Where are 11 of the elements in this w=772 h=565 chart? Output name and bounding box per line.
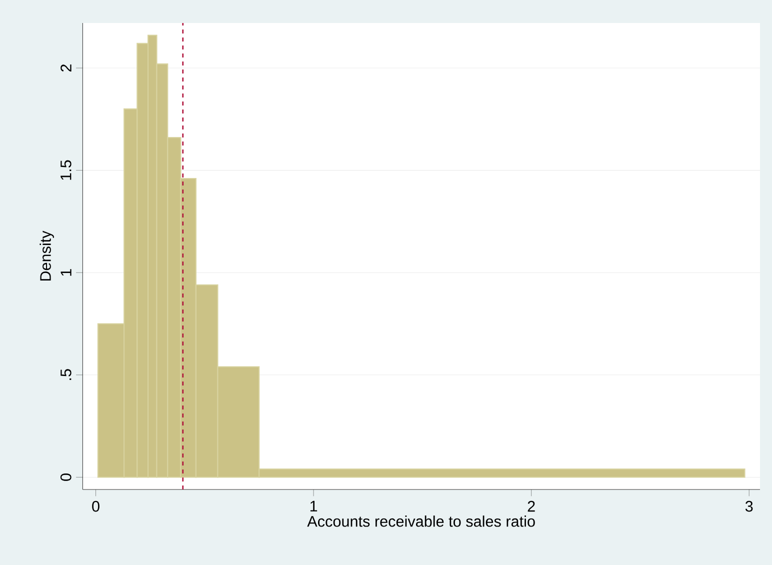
x-tick-label: 0: [92, 500, 100, 512]
y-axis-title: Density: [40, 230, 54, 281]
y-tick-label: .5: [60, 369, 72, 380]
x-tick-label: 1: [310, 500, 318, 512]
x-axis-title: Accounts receivable to sales ratio: [307, 516, 535, 527]
y-tick-label: 0: [60, 474, 72, 481]
y-tick-label: 1: [60, 269, 72, 276]
y-tick-label: 2: [60, 64, 72, 72]
x-tick-label: 3: [745, 500, 753, 512]
y-tick-label: 1.5: [60, 160, 72, 180]
x-tick-label: 2: [528, 500, 535, 512]
